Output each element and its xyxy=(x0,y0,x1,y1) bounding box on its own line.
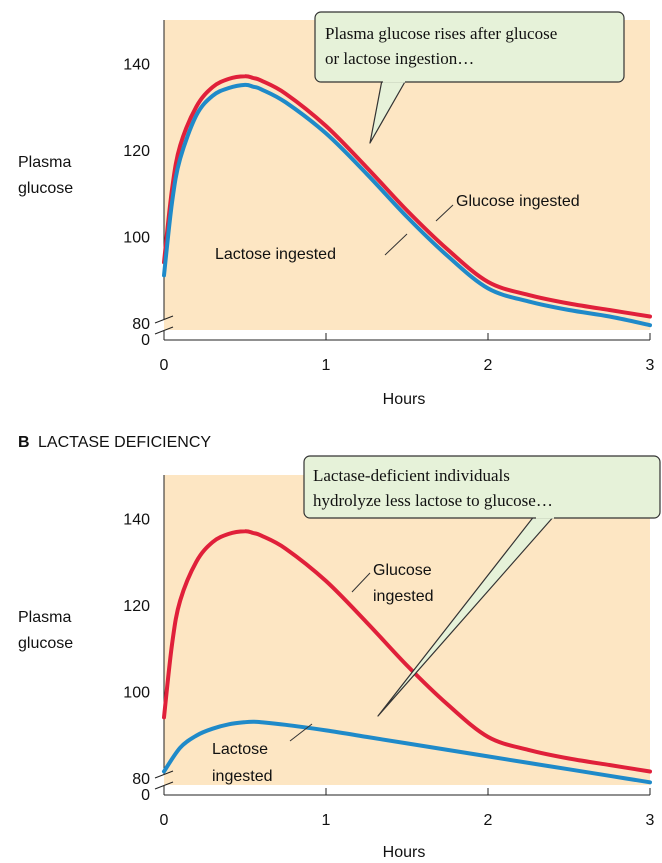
panel-b-lactose-leader xyxy=(289,723,313,742)
panel-b-y-tick-label: 80 xyxy=(132,771,150,788)
panel-b-callout-box xyxy=(303,455,661,519)
panel-b-x-tick-label: 2 xyxy=(484,812,493,829)
panel-a-callout-line: Plasma glucose rises after glucose xyxy=(325,24,557,43)
panel-b-y-break-label: 0 xyxy=(141,787,150,804)
panel-b-y-tick-label: 100 xyxy=(123,684,150,701)
panel-b-y-tick-label: 120 xyxy=(123,598,150,615)
panel-a-series-line-lactose xyxy=(162,82,652,328)
panel-a-x-tick-label: 3 xyxy=(646,357,655,374)
panel-a-x-tick-label: 1 xyxy=(322,357,331,374)
panel-b-glucose-label-line1: Glucose xyxy=(373,562,432,579)
panel-a-glucose-label: Glucose ingested xyxy=(456,193,580,210)
panel-b-y-tick-label: 140 xyxy=(123,511,150,528)
panel-b-axis-break xyxy=(154,770,174,790)
panel-a-y-axis-label-line2: glucose xyxy=(18,180,73,197)
panel-b-glucose-leader xyxy=(351,572,371,593)
panel-b-callout-pointer xyxy=(377,514,556,717)
panel-a-lactose-label: Lactose ingested xyxy=(215,246,336,263)
panel-a-callout-text: Plasma glucose rises after glucose or lac… xyxy=(325,24,557,68)
panel-b-callout-line: Lactase-deficient individuals xyxy=(313,466,510,485)
panel-b-y-axis-label-line1: Plasma xyxy=(18,609,71,626)
panel-a-callout: Plasma glucose rises after glucose or lac… xyxy=(314,11,625,144)
panel-b-lactose-label-line1: Lactose xyxy=(212,741,268,758)
panel-a-y-axis-label-line1: Plasma xyxy=(18,154,71,171)
panel-b-x-tick-label: 1 xyxy=(322,812,331,829)
panel-b-series xyxy=(162,529,652,785)
panel-a-x-tick-label: 0 xyxy=(160,357,169,374)
panel-b-lactose-label-line2: ingested xyxy=(212,768,273,785)
panel-a-y-break-label: 0 xyxy=(141,332,150,349)
panel-b-glucose-label-line2: ingested xyxy=(373,588,434,605)
panel-a-series-line-glucose xyxy=(162,74,652,319)
panel-a-glucose-leader xyxy=(435,204,454,222)
panel-a-y-tick-label: 140 xyxy=(123,56,150,73)
panel-a-x-ticks: 0 1 2 3 xyxy=(160,333,655,374)
panel-b-callout-line: hydrolyze less lactose to glucose… xyxy=(313,491,553,510)
panel-b-x-axis-label: Hours xyxy=(383,844,426,861)
panel-a-axis-break xyxy=(154,315,174,335)
panel-a-callout-line: or lactose ingestion… xyxy=(325,49,474,68)
panel-b-title: LACTASE DEFICIENCY xyxy=(38,434,211,451)
panel-b-series-line-lactose xyxy=(162,719,652,785)
panel-b-y-ticks: 80 100 120 140 xyxy=(123,511,150,788)
panel-b-x-tick-label: 3 xyxy=(646,812,655,829)
panel-a: 80 100 120 140 0 1 2 3 0 Hours Plasma glucose … xyxy=(18,11,655,408)
panel-a-callout-pointer xyxy=(369,79,407,144)
panel-b-letter: B xyxy=(18,434,30,451)
panel-a-y-ticks: 80 100 120 140 xyxy=(123,56,150,333)
panel-a-callout-box xyxy=(314,11,625,83)
panel-b-y-axis-label-line2: glucose xyxy=(18,635,73,652)
panel-b-callout-text: Lactase-deficient individuals hydrolyze l… xyxy=(313,466,553,510)
panel-a-lactose-leader xyxy=(384,233,408,256)
panel-b-series-line-glucose xyxy=(162,529,652,774)
panel-a-x-axis-label: Hours xyxy=(383,391,426,408)
panel-a-x-tick-label: 2 xyxy=(484,357,493,374)
panel-a-y-tick-label: 120 xyxy=(123,143,150,160)
panel-b: B LACTASE DEFICIENCY 80 100 120 140 0 1 2 3 0 … xyxy=(18,434,661,861)
panel-b-x-tick-label: 0 xyxy=(160,812,169,829)
panel-a-y-tick-label: 100 xyxy=(123,229,150,246)
panel-b-x-ticks: 0 1 2 3 xyxy=(160,788,655,829)
panel-a-series xyxy=(162,74,652,328)
panel-b-plot-area xyxy=(164,475,650,785)
panel-a-y-tick-label: 80 xyxy=(132,316,150,333)
panel-b-callout: Lactase-deficient individuals hydrolyze l… xyxy=(303,455,661,717)
